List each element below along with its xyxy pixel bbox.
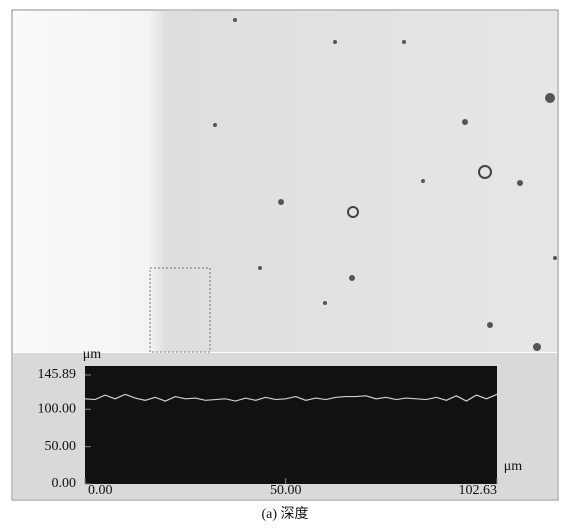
y-tick-label: 50.00 <box>45 439 77 454</box>
x-tick-label: 50.00 <box>270 483 302 498</box>
y-tick-label: 145.89 <box>38 367 77 382</box>
y-tick-label: 0.00 <box>52 476 77 491</box>
x-tick-label: 0.00 <box>88 483 113 498</box>
profile-line <box>84 393 498 402</box>
selection-box <box>149 267 211 353</box>
y-unit: μm <box>83 347 102 362</box>
x-unit: μm <box>504 459 523 474</box>
plot-area <box>85 366 497 484</box>
speckles <box>213 18 557 351</box>
x-tick-label: 102.63 <box>459 483 498 498</box>
micrograph <box>13 11 557 352</box>
caption: (a) 深度 <box>261 506 308 522</box>
y-tick-label: 100.00 <box>38 402 77 417</box>
